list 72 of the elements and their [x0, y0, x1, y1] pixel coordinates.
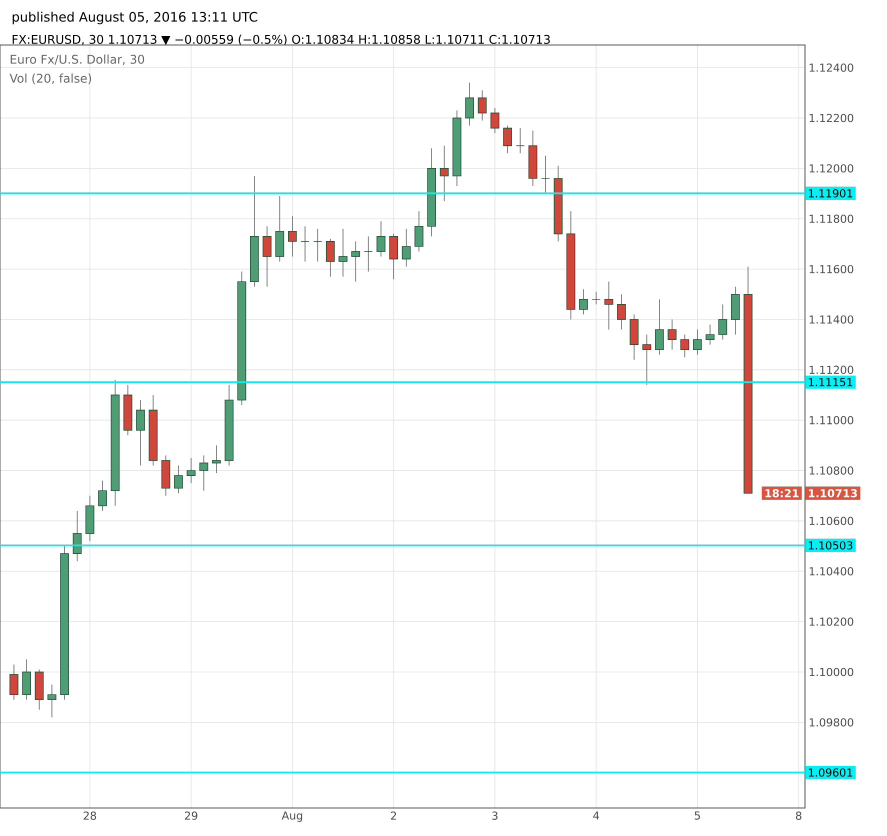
candlestick — [706, 324, 714, 346]
y-tick-label: 1.10200 — [810, 617, 854, 626]
candlestick — [98, 480, 107, 512]
y-tick-label: 1.12200 — [810, 114, 854, 122]
x-tick-label: 5 — [694, 812, 700, 820]
candlestick — [288, 216, 297, 257]
ref-line-label: 1.09601 — [808, 768, 852, 777]
candlestick — [136, 400, 145, 466]
y-tick-label: 1.10600 — [810, 516, 854, 526]
candlestick — [516, 128, 525, 154]
candlestick — [338, 228, 348, 278]
candlestick — [503, 125, 512, 154]
ref-line-label: 1.11151 — [808, 378, 852, 386]
candlestick — [541, 155, 550, 194]
x-tick-label: 4 — [593, 812, 600, 820]
y-tick-label: 1.10800 — [810, 466, 854, 475]
candlestick — [10, 664, 18, 700]
candlestick — [414, 210, 424, 252]
x-tick-label: 8 — [796, 812, 802, 820]
candlestick — [718, 304, 728, 340]
y-tick-label: 1.09800 — [810, 718, 854, 727]
candlestick — [212, 444, 221, 474]
candlestick — [655, 298, 664, 356]
chart-title: published August 05, 2016 13:11 UTC — [12, 12, 258, 24]
x-tick-label: 3 — [492, 812, 498, 820]
y-tick-label: 1.11600 — [810, 264, 854, 274]
annotation: 18:21 — [766, 489, 799, 498]
candlestick — [642, 334, 652, 386]
candlestick — [364, 236, 373, 272]
candlestick — [579, 288, 588, 315]
candlestick — [693, 329, 702, 356]
candlestick — [490, 108, 500, 134]
chart-subtitle: FX:EURUSD, 30 1.10713 ▼ −0.00559 (−0.5%) O:1.10834 H:1.10858 L:1.10711 C:1.10713 — [12, 34, 550, 46]
y-tick-label: 1.11200 — [810, 366, 854, 374]
candlestick — [174, 465, 183, 494]
candlestick — [440, 145, 449, 202]
candlestick — [604, 281, 614, 330]
candlestick — [680, 334, 690, 358]
annotation: Vol (20, false) — [10, 74, 92, 84]
candlestick — [592, 291, 601, 305]
candlestick — [478, 90, 487, 121]
candlestick — [326, 238, 335, 278]
candlestick — [351, 241, 360, 282]
candlestick — [402, 228, 411, 267]
candlestick — [389, 233, 398, 280]
y-tick-label: 1.12400 — [810, 64, 854, 72]
y-tick-label: 1.11000 — [810, 416, 854, 424]
candlestick — [72, 510, 82, 562]
y-tick-label: 1.11400 — [810, 315, 854, 324]
x-tick-label: Aug — [282, 812, 302, 822]
candlestick — [48, 684, 56, 718]
x-tick-label: 28 — [84, 812, 96, 820]
candlestick — [668, 319, 676, 350]
x-tick-label: 2 — [390, 812, 396, 820]
candlestick — [465, 82, 474, 126]
candlestick — [376, 220, 386, 257]
candlestick — [186, 458, 196, 484]
annotation: Euro Fx/U.S. Dollar, 30 — [10, 54, 144, 66]
text: 1.10713 — [808, 489, 857, 498]
y-tick-label: 1.10000 — [810, 668, 854, 676]
candlestick — [199, 455, 208, 492]
candlestick — [617, 294, 626, 330]
candlestick — [22, 659, 31, 700]
ref-line-label: 1.10503 — [808, 541, 852, 550]
y-tick-label: 1.11800 — [810, 214, 854, 223]
candlestick — [313, 228, 322, 262]
x-tick-label: 29 — [184, 812, 198, 820]
ref-line-label: 1.11901 — [808, 189, 852, 198]
y-tick-label: 1.12000 — [810, 164, 854, 173]
candlestick — [300, 226, 310, 262]
candlestick — [262, 226, 272, 288]
y-tick-label: 1.10400 — [810, 567, 854, 576]
